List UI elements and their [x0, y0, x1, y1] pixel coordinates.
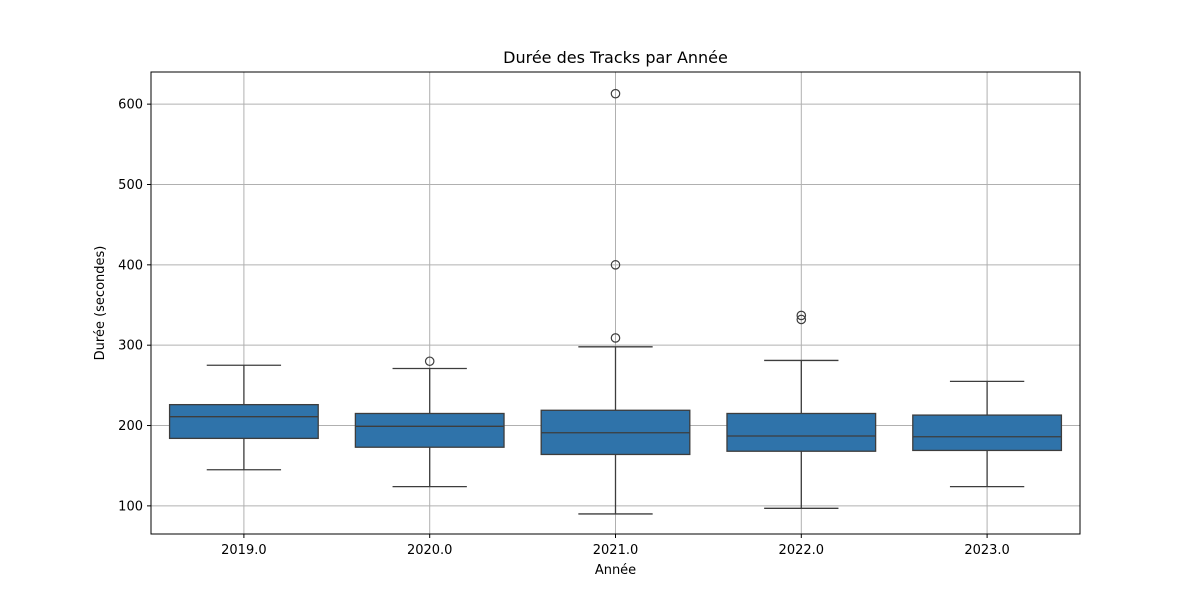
y-tick-label: 100 [118, 499, 143, 514]
x-tick-label: 2021.0 [593, 543, 639, 558]
y-tick-label: 500 [118, 178, 143, 193]
box-group [168, 364, 319, 471]
outlier-point [796, 314, 807, 325]
x-tick-label: 2023.0 [964, 543, 1010, 558]
outlier-point [424, 356, 435, 367]
box-group [354, 356, 505, 488]
chart-title: Durée des Tracks par Année [503, 48, 728, 67]
x-tick-label: 2020.0 [407, 543, 453, 558]
x-tick-label: 2022.0 [779, 543, 825, 558]
box-group [540, 88, 691, 515]
iqr-box [354, 412, 505, 448]
x-axis-title: Année [595, 563, 636, 578]
tick-layer: 100 200 300 400 500 600 2019.0 2020.0 2021.0 2022… [118, 98, 1010, 558]
iqr-box [168, 403, 319, 440]
box-layer [168, 88, 1063, 515]
y-tick-label: 300 [118, 339, 143, 354]
y-tick-label: 400 [118, 258, 143, 273]
box-group [726, 310, 877, 509]
box-group [912, 380, 1063, 488]
x-tick-label: 2019.0 [221, 543, 267, 558]
iqr-box [726, 412, 877, 452]
iqr-box [912, 414, 1063, 452]
y-tick-label: 200 [118, 419, 143, 434]
outlier-point [610, 333, 621, 343]
y-tick-label: 600 [118, 98, 143, 113]
outlier-point [796, 310, 807, 321]
y-axis-title: Durée (secondes) [93, 246, 108, 361]
outlier-point [610, 260, 621, 270]
outlier-point [610, 88, 621, 99]
